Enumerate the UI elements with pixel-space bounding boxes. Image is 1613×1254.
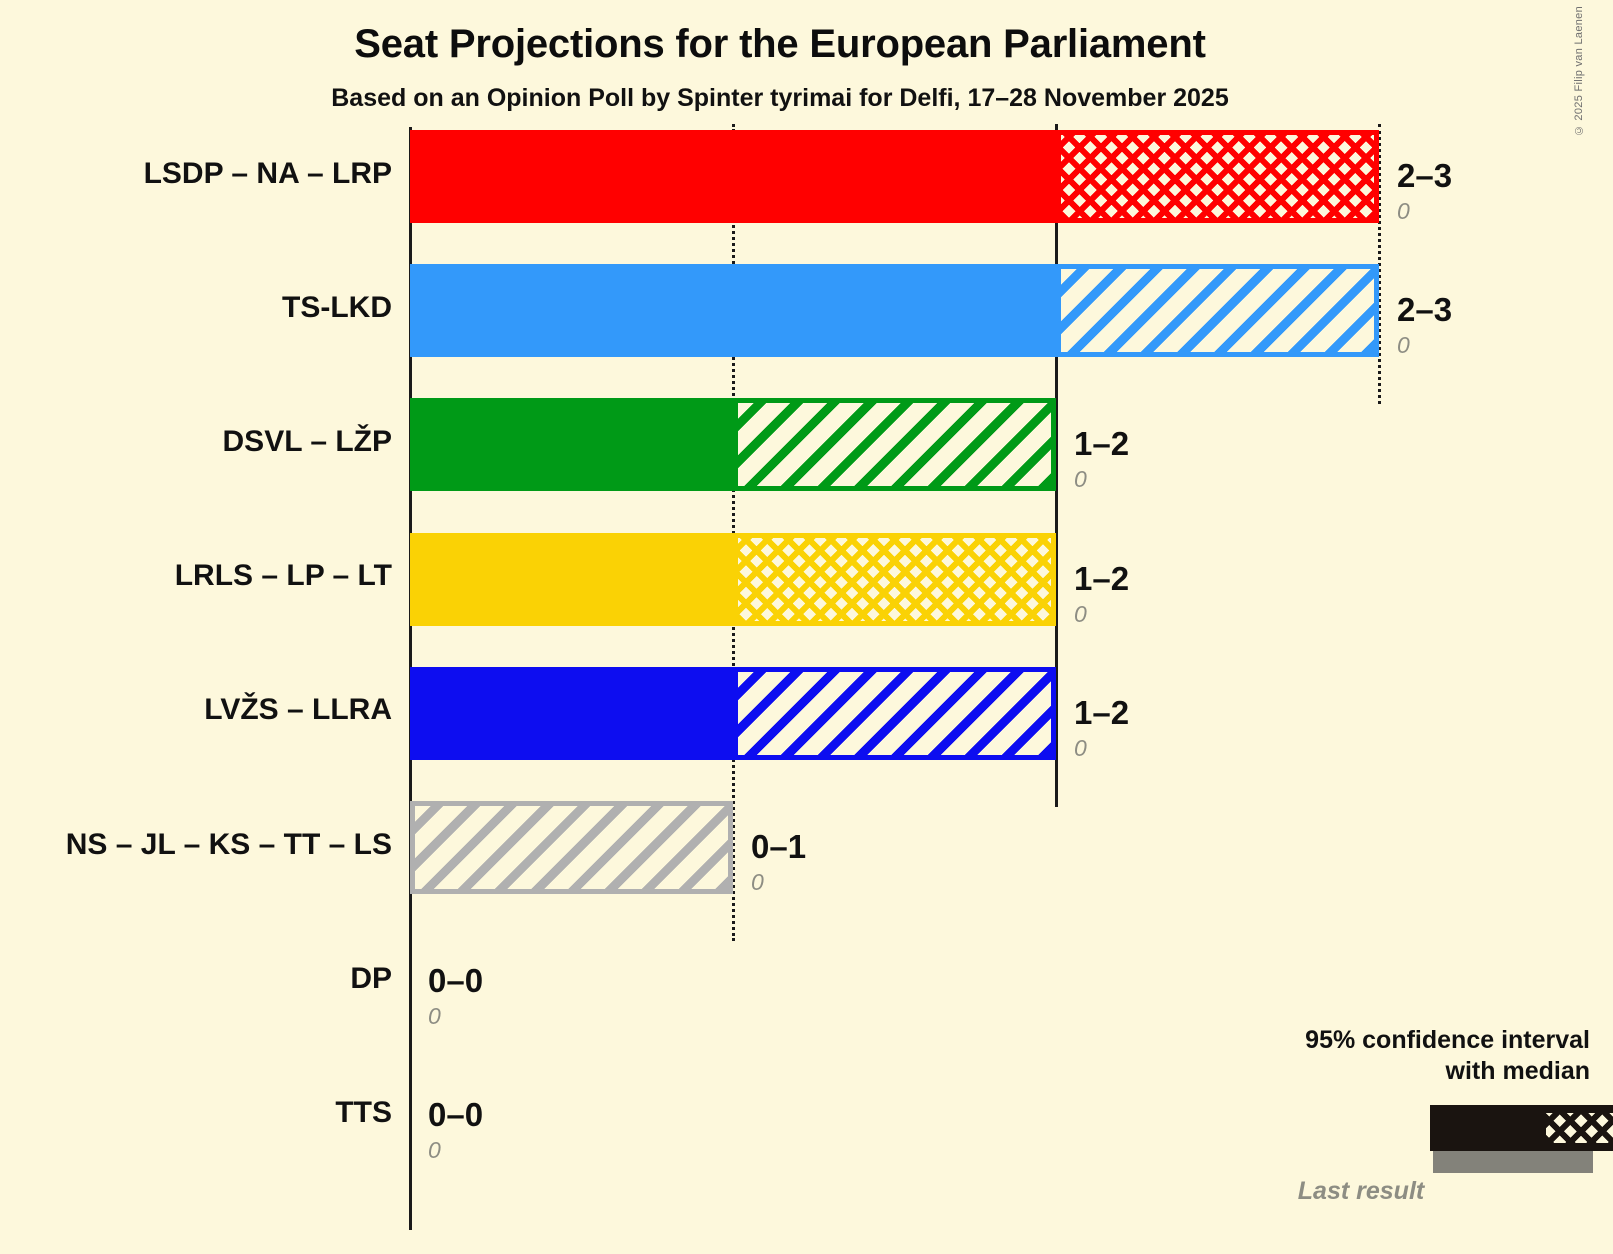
last-result-label: 0 — [1397, 332, 1410, 359]
chart-legend: 95% confidence interval with median Last… — [1120, 1025, 1613, 1205]
bar-row — [410, 398, 1056, 492]
row-label: DP — [350, 961, 392, 995]
chart-subtitle: Based on an Opinion Poll by Spinter tyri… — [331, 84, 1229, 112]
bar-row — [410, 666, 1056, 760]
value-range-label: 0–1 — [751, 828, 807, 865]
gridline-3 — [1378, 124, 1381, 405]
bar-median-segment — [410, 264, 1056, 358]
row-label: DSVL – LŽP — [222, 424, 392, 458]
legend-line-1: 95% confidence interval — [1305, 1026, 1590, 1054]
last-result-label: 0 — [751, 869, 764, 895]
value-range-label: 0–0 — [428, 962, 484, 1000]
value-range-label: 1–2 — [1074, 425, 1130, 463]
row-label: NS – JL – KS – TT – LS — [65, 827, 392, 861]
bar-row — [410, 532, 1056, 626]
last-result-label: 0 — [1074, 734, 1087, 761]
bar-confidence-segment — [733, 666, 1056, 760]
row-label: LRLS – LP – LT — [174, 559, 392, 593]
legend-last-result-bar — [1433, 1151, 1593, 1173]
bar-row — [410, 130, 1379, 223]
value-range-label: 2–3 — [1397, 157, 1453, 194]
legend-line-2: with median — [1445, 1056, 1590, 1085]
bar-median-segment — [410, 398, 733, 492]
bar-median-segment — [410, 666, 733, 760]
value-range-label: 1–2 — [1074, 693, 1130, 731]
page-title: Seat Projections for the European Parlia… — [354, 22, 1206, 66]
bar-confidence-segment — [1056, 264, 1379, 358]
last-result-label: 0 — [1074, 466, 1087, 493]
row-label: TS-LKD — [282, 290, 392, 324]
value-range-label: 0–0 — [428, 1096, 484, 1134]
bar-row — [410, 264, 1379, 358]
bar-confidence-segment — [410, 801, 733, 894]
bar-median-segment — [410, 130, 1056, 223]
legend-last-result-label: Last result — [1297, 1177, 1425, 1205]
last-result-label: 0 — [428, 1003, 441, 1030]
value-range-label: 2–3 — [1397, 291, 1453, 329]
bar-confidence-segment — [733, 398, 1056, 492]
row-label: TTS — [335, 1095, 392, 1129]
legend-interval-bar — [1430, 1105, 1613, 1151]
value-range-label: 1–2 — [1074, 559, 1130, 597]
row-label: LSDP – NA – LRP — [143, 156, 392, 190]
gridline-2 — [1055, 124, 1058, 807]
bar-row — [410, 801, 733, 894]
row-label: LVŽS – LLRA — [204, 693, 392, 727]
legend-crosshatch-segment — [1542, 1109, 1613, 1147]
bar-confidence-segment — [1056, 130, 1379, 223]
last-result-label: 0 — [1397, 198, 1410, 224]
bar-median-segment — [410, 532, 733, 626]
last-result-label: 0 — [428, 1137, 441, 1164]
last-result-label: 0 — [1074, 600, 1087, 627]
bar-confidence-segment — [733, 532, 1056, 626]
